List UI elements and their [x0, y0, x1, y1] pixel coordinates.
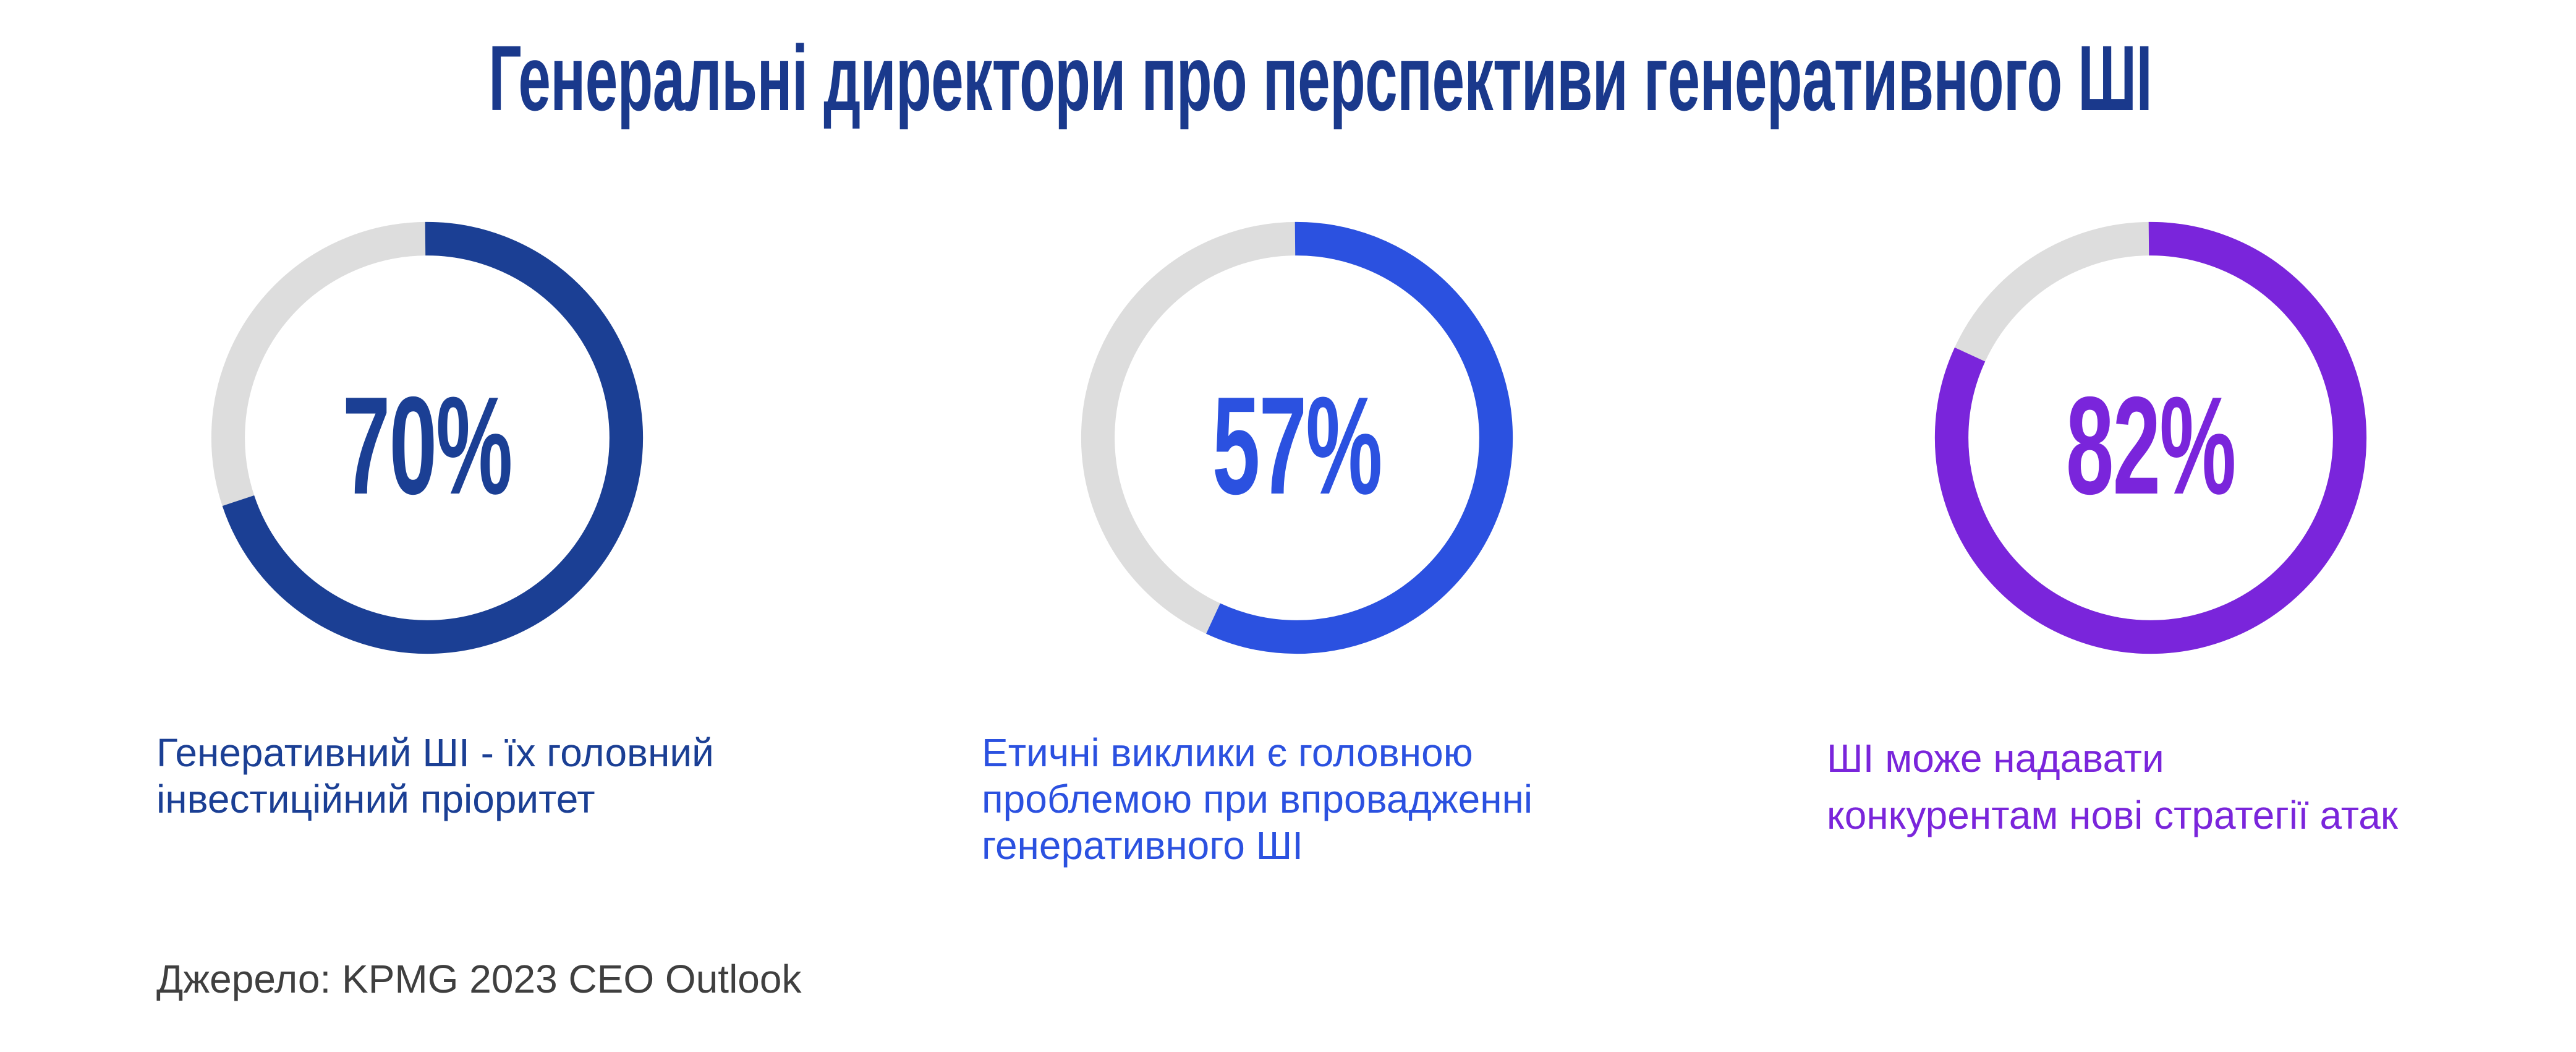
donut-center-value: 57%	[1081, 221, 1513, 654]
donut-caption: Етичні виклики є головною проблемою при …	[982, 730, 1532, 869]
donut-ring-wrap: 82%	[1934, 221, 2367, 654]
donut-ring-svg	[211, 221, 644, 654]
caption-line: Генеративний ШІ - їх головний	[156, 730, 714, 775]
caption-line: Етичні виклики є головною	[982, 730, 1473, 775]
donut-value-arc	[211, 221, 644, 654]
donut-chart-investment-priority: 70% Генеративний ШІ - їх головний інвест…	[156, 221, 923, 840]
donut-chart-ethical-challenges: 57% Етичні виклики є головною проблемою …	[982, 221, 1748, 868]
caption-line: ШІ може надавати	[1827, 736, 2164, 780]
percent-label: 57%	[1212, 367, 1382, 523]
donut-value-arc	[1934, 221, 2367, 654]
donut-caption: Генеративний ШІ - їх головний інвестицій…	[156, 730, 714, 823]
page-title: Генеральні директори про перспективи ген…	[0, 22, 2576, 134]
caption-line: генеративного ШІ	[982, 823, 1303, 868]
percent-label: 70%	[342, 367, 512, 523]
caption-line: проблемою при впровадженні	[982, 777, 1533, 821]
donut-caption: ШІ може надавати конкурентам нові страте…	[1827, 730, 2398, 844]
percent-label: 82%	[2066, 367, 2236, 523]
donut-ring-svg	[1081, 221, 1513, 654]
donut-ring-svg	[1934, 221, 2367, 654]
donut-ring-wrap: 70%	[211, 221, 644, 654]
donut-chart-attack-strategies: 82% ШІ може надавати конкурентам нові ст…	[1827, 221, 2576, 840]
donut-center-value: 82%	[1934, 221, 2367, 654]
caption-line: конкурентам нові стратегії атак	[1827, 793, 2398, 837]
donut-value-arc	[1081, 221, 1513, 654]
caption-line: інвестиційний пріоритет	[156, 777, 595, 821]
source-note: Джерело: KPMG 2023 CEO Outlook	[156, 957, 802, 1001]
page-title-text: Генеральні директори про перспективи ген…	[488, 26, 2153, 130]
donut-center-value: 70%	[211, 221, 644, 654]
donut-ring-wrap: 57%	[1081, 221, 1513, 654]
